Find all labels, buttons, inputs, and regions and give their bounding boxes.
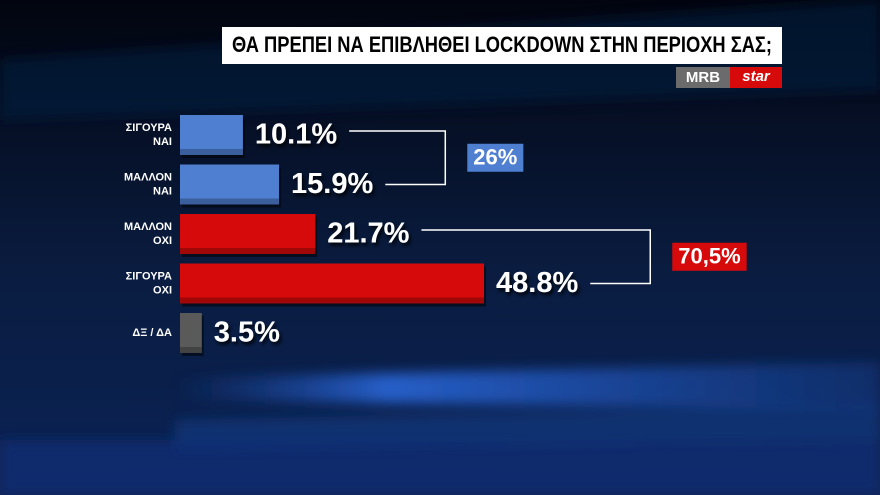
value-label: 3.5% [214, 317, 280, 349]
bar [180, 214, 316, 254]
brand-left: MRB [686, 69, 720, 86]
brand-right-box [730, 67, 782, 88]
bar-bevel [180, 198, 280, 205]
category-label: ΣΙΓΟΥΡΑ [126, 270, 172, 282]
group-box [672, 242, 747, 271]
bar-bevel [180, 347, 202, 353]
brand-left-box [676, 67, 730, 88]
group-bracket [421, 229, 652, 285]
title-box [222, 27, 782, 64]
group-label: 26% [473, 145, 517, 170]
category-label: ΝΑΙ [153, 185, 172, 197]
category-label: ΟΧΙ [153, 235, 172, 247]
bar-bevel [180, 248, 316, 254]
value-label: 15.9% [291, 168, 373, 200]
group-box [467, 143, 524, 172]
category-label: ΔΞ / ΔΑ [132, 327, 172, 339]
group-label: 70,5% [678, 244, 740, 269]
bar-bevel [180, 297, 485, 304]
bar [180, 263, 485, 304]
bar [180, 115, 243, 155]
value-label: 48.8% [496, 267, 578, 299]
title: ΘΑ ΠΡΕΠΕΙ ΝΑ ΕΠΙΒΛΗΘΕΙ LOCKDOWN ΣΤΗΝ ΠΕΡ… [232, 32, 772, 57]
brand-right: star [742, 68, 771, 85]
category-label: ΝΑΙ [153, 136, 172, 148]
category-label: ΟΧΙ [153, 284, 172, 296]
bar [180, 313, 202, 353]
category-label: ΣΙΓΟΥΡΑ [126, 122, 172, 134]
category-label: ΜΑΛΛΟΝ [124, 171, 172, 183]
value-label: 21.7% [327, 218, 409, 250]
value-label: 10.1% [255, 119, 337, 151]
group-bracket [349, 130, 447, 186]
bar [180, 164, 280, 205]
bar-bevel [180, 149, 243, 155]
category-label: ΜΑΛΛΟΝ [124, 221, 172, 233]
